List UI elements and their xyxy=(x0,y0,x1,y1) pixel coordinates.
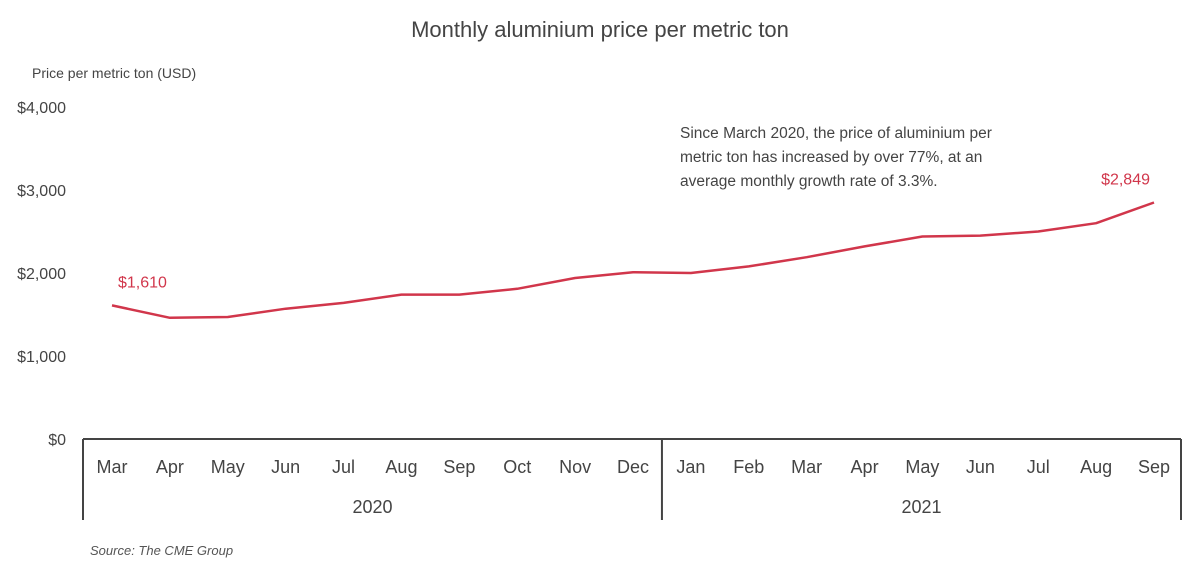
x-tick-label: Nov xyxy=(559,457,591,477)
year-label: 2021 xyxy=(901,497,941,517)
x-tick-label: Aug xyxy=(385,457,417,477)
annotation: Since March 2020, the price of aluminium… xyxy=(680,125,992,190)
x-tick-label: Sep xyxy=(443,457,475,477)
x-tick-label: May xyxy=(905,457,939,477)
annotation-line: metric ton has increased by over 77%, at… xyxy=(680,149,982,166)
data-label: $2,849 xyxy=(1101,172,1150,189)
data-labels: $1,610 $2,849 xyxy=(118,172,1150,292)
chart-title: Monthly aluminium price per metric ton xyxy=(411,17,789,42)
y-tick-label: $2,000 xyxy=(17,266,66,283)
year-groups: 2020 2021 xyxy=(352,439,941,520)
year-label: 2020 xyxy=(352,497,392,517)
x-tick-label: Aug xyxy=(1080,457,1112,477)
x-tick-label: Feb xyxy=(733,457,764,477)
y-tick-label: $0 xyxy=(48,432,66,449)
x-tick-label: Mar xyxy=(97,457,128,477)
series-layer xyxy=(111,201,1155,320)
x-tick-label: Sep xyxy=(1138,457,1170,477)
x-tick-label: May xyxy=(211,457,245,477)
annotation-line: average monthly growth rate of 3.3%. xyxy=(680,173,938,190)
x-axis xyxy=(82,438,1182,520)
x-tick-label: Apr xyxy=(156,457,184,477)
y-tick-label: $4,000 xyxy=(17,100,66,117)
x-tick-label: Oct xyxy=(503,457,531,477)
price-line xyxy=(111,201,1155,320)
annotation-line: Since March 2020, the price of aluminium… xyxy=(680,125,992,142)
y-axis: $0 $1,000 $2,000 $3,000 $4,000 xyxy=(17,100,66,449)
y-axis-title: Price per metric ton (USD) xyxy=(32,65,196,81)
y-tick-label: $1,000 xyxy=(17,349,66,366)
x-tick-label: Dec xyxy=(617,457,649,477)
y-tick-label: $3,000 xyxy=(17,183,66,200)
x-tick-label: Mar xyxy=(791,457,822,477)
data-label: $1,610 xyxy=(118,274,167,291)
x-tick-label: Jun xyxy=(966,457,995,477)
x-tick-label: Apr xyxy=(851,457,879,477)
x-tick-label: Jul xyxy=(332,457,355,477)
x-axis-ticks: Mar Apr May Jun Jul Aug Sep Oct Nov Dec Jan Feb Mar A… xyxy=(97,457,1171,477)
source-note: Source: The CME Group xyxy=(90,543,233,558)
x-tick-label: Jan xyxy=(676,457,705,477)
x-tick-label: Jul xyxy=(1027,457,1050,477)
x-tick-label: Jun xyxy=(271,457,300,477)
